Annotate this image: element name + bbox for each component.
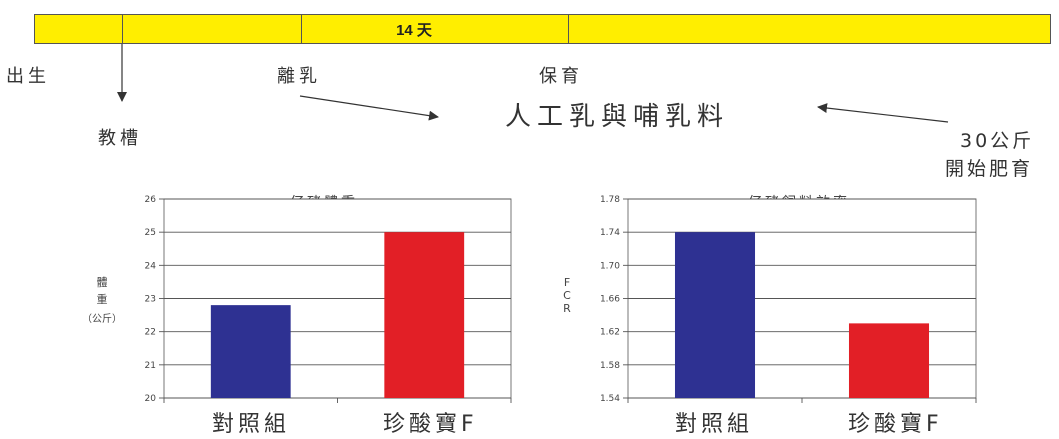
y-axis-label: R xyxy=(563,302,571,315)
stage-birth-label: 出生 xyxy=(6,66,50,87)
y-tick-label: 1.66 xyxy=(600,295,620,305)
timeline-bar xyxy=(34,14,1051,44)
timeline-divider xyxy=(301,14,302,44)
y-tick-label: 24 xyxy=(145,261,157,271)
y-tick-label: 1.62 xyxy=(600,328,620,338)
y-tick-label: 23 xyxy=(145,295,156,305)
stage-teaching-trough-label: 教槽 xyxy=(98,128,142,149)
y-tick-label: 22 xyxy=(145,328,156,338)
stage-nursery-label: 保育 xyxy=(539,66,583,87)
y-tick-label: 1.74 xyxy=(600,228,620,238)
weaning-feed-arrow xyxy=(299,95,439,121)
bar xyxy=(210,305,291,398)
y-axis-label: 體 xyxy=(97,276,108,289)
feed-label: 人工乳與哺乳料 xyxy=(505,102,730,132)
weight-category-label: 對照組 xyxy=(212,412,291,437)
y-axis-label: （公斤） xyxy=(82,313,122,325)
fcr-category-label: 對照組 xyxy=(675,412,754,437)
y-axis-label: F xyxy=(564,276,570,289)
bar xyxy=(384,232,465,398)
timeline-divider xyxy=(568,14,569,44)
y-tick-label: 1.54 xyxy=(600,394,620,404)
y-tick-label: 1.78 xyxy=(600,195,620,205)
y-axis-label: 重 xyxy=(97,292,108,306)
fattening-start-label: 開始肥育 xyxy=(945,158,1034,180)
fcr-category-label: 珍酸寶F xyxy=(848,412,943,437)
days-label: 14 天 xyxy=(396,22,432,39)
y-tick-label: 20 xyxy=(145,394,157,404)
timeline-divider xyxy=(122,14,123,44)
y-tick-label: 1.70 xyxy=(600,261,620,271)
y-tick-label: 25 xyxy=(145,228,156,238)
fattening-feed-arrow xyxy=(817,103,949,123)
bar xyxy=(848,323,930,398)
bar xyxy=(674,232,756,398)
y-axis-label: C xyxy=(563,289,571,302)
y-tick-label: 21 xyxy=(145,361,156,371)
y-tick-label: 26 xyxy=(145,195,157,205)
stage-weaning-label: 離乳 xyxy=(277,66,321,87)
fattening-weight-label: 30公斤 xyxy=(960,130,1035,152)
y-tick-label: 1.58 xyxy=(600,361,620,371)
weight-category-label: 珍酸寶F xyxy=(383,412,478,437)
